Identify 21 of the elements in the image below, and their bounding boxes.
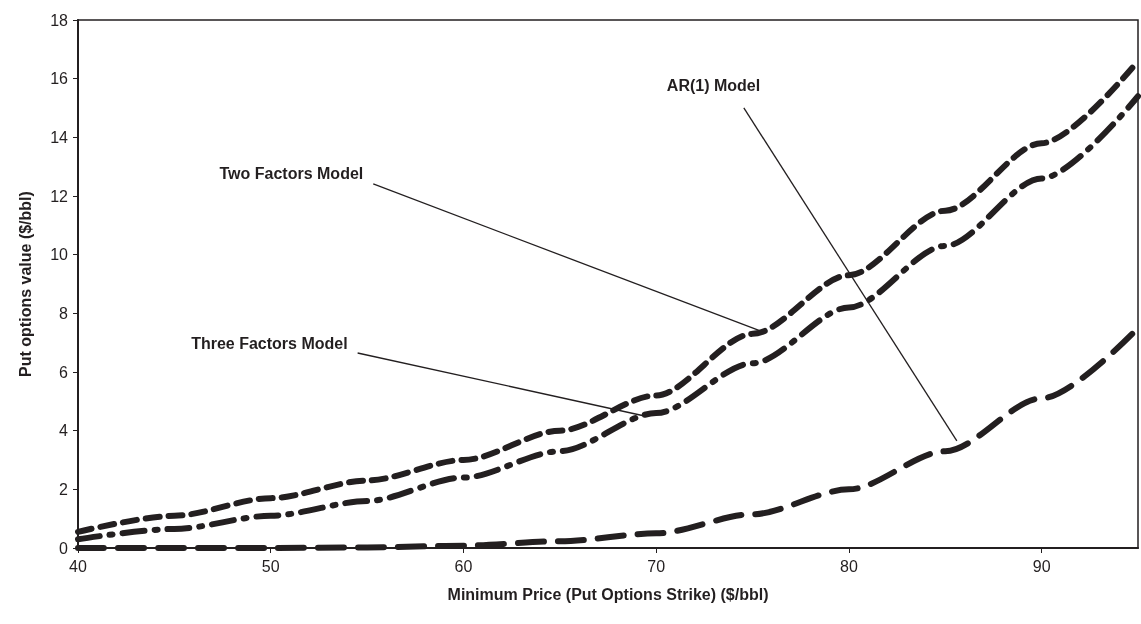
y-tick-label: 18 bbox=[50, 11, 69, 29]
y-axis-title: Put options value ($/bbl) bbox=[16, 191, 34, 377]
x-tick-label: 60 bbox=[454, 557, 473, 575]
y-tick-label: 16 bbox=[50, 70, 69, 88]
y-tick-label: 4 bbox=[59, 422, 69, 440]
x-tick-label: 50 bbox=[261, 557, 280, 575]
annotation: Two Factors Model bbox=[219, 165, 364, 183]
annotation: AR(1) Model bbox=[666, 77, 761, 95]
y-tick-label: 10 bbox=[50, 246, 69, 264]
x-tick-label: 90 bbox=[1032, 557, 1051, 575]
x-axis-title: Minimum Price (Put Options Strike) ($/bbl) bbox=[447, 585, 769, 603]
x-tick-label: 40 bbox=[69, 557, 87, 575]
y-tick-label: 2 bbox=[59, 480, 69, 498]
y-tick-label: 14 bbox=[50, 128, 69, 146]
y-tick-label: 6 bbox=[59, 363, 69, 381]
x-tick-label: 80 bbox=[840, 557, 858, 575]
y-tick-label: 8 bbox=[59, 304, 69, 322]
y-tick-label: 12 bbox=[50, 187, 69, 205]
annotation: Three Factors Model bbox=[191, 334, 348, 352]
x-tick-label: 70 bbox=[647, 557, 666, 575]
y-tick-label: 0 bbox=[59, 539, 69, 557]
